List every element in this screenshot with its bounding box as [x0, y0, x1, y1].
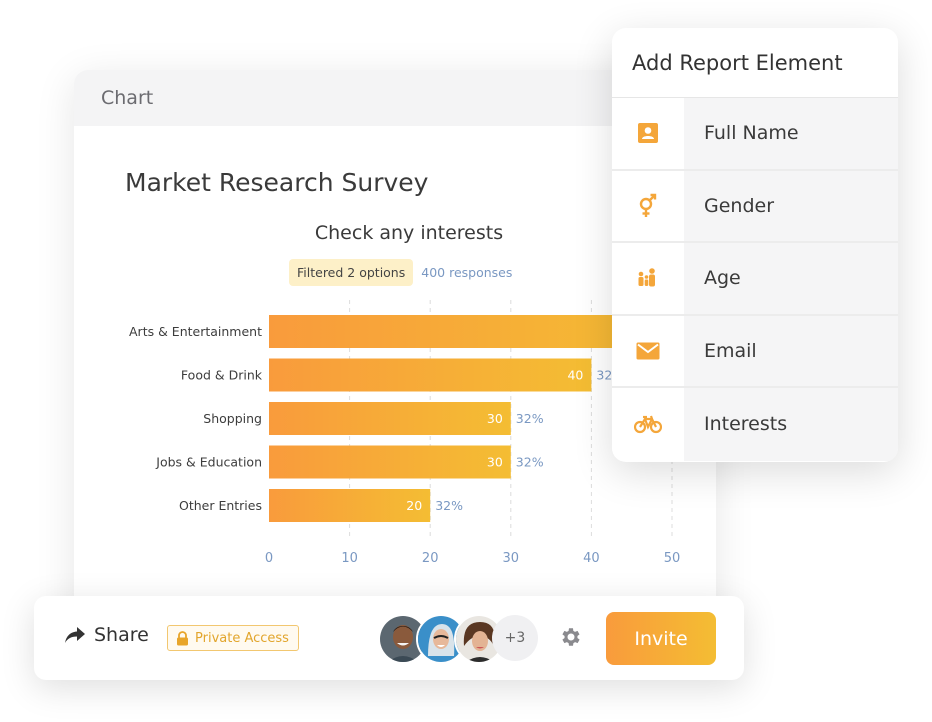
bar[interactable]	[269, 445, 511, 479]
bar-value-label: 20	[406, 498, 422, 513]
private-access-label: Private Access	[195, 630, 289, 646]
category-label: Other Entries	[179, 498, 262, 513]
bar-percent-label: 32%	[516, 455, 544, 470]
report-item-label: Full Name	[684, 98, 898, 169]
category-label: Jobs & Education	[155, 455, 262, 470]
settings-button[interactable]	[559, 625, 583, 653]
invite-button[interactable]: Invite	[606, 612, 716, 665]
bar[interactable]	[269, 358, 592, 392]
report-item-email[interactable]: Email	[612, 315, 898, 388]
family-icon	[612, 243, 684, 314]
contact-card-icon	[612, 98, 684, 169]
share-bar: Share Private Access	[34, 596, 744, 680]
category-label: Food & Drink	[181, 368, 263, 383]
report-panel-title: Add Report Element	[612, 28, 898, 98]
report-item-label: Interests	[684, 388, 898, 461]
bar[interactable]	[269, 315, 672, 348]
x-tick-label: 20	[422, 551, 439, 566]
bar-value-label: 30	[487, 455, 503, 470]
report-item-label: Gender	[684, 170, 898, 241]
gender-icon	[612, 170, 684, 241]
x-tick-label: 10	[341, 551, 358, 566]
avatar[interactable]	[416, 614, 466, 664]
bar-percent-label: 32%	[435, 498, 463, 513]
report-item-interests[interactable]: Interests	[612, 388, 898, 461]
report-item-gender[interactable]: Gender	[612, 170, 898, 243]
report-item-label: Email	[684, 315, 898, 386]
private-access-badge[interactable]: Private Access	[167, 625, 299, 651]
share-button[interactable]: Share	[64, 624, 149, 646]
add-report-element-panel: Add Report Element Full Name Gender	[612, 28, 898, 462]
bar[interactable]	[269, 402, 511, 435]
bicycle-icon	[612, 388, 684, 461]
x-tick-label: 40	[583, 551, 600, 566]
bar-value-label: 40	[567, 368, 583, 383]
share-arrow-icon	[65, 627, 85, 643]
bar[interactable]	[269, 489, 431, 522]
question-title: Check any interests	[314, 222, 504, 244]
filter-badge[interactable]: Filtered 2 options	[289, 259, 414, 286]
category-label: Shopping	[203, 411, 262, 426]
lock-icon	[177, 630, 188, 645]
x-tick-label: 50	[664, 551, 681, 566]
chart-card-header: Chart	[74, 70, 716, 126]
gear-icon	[562, 628, 580, 646]
chart-card: Chart Market Research Survey Check any i…	[74, 70, 716, 630]
responses-count: 400 responses	[421, 265, 513, 280]
report-item-age[interactable]: Age	[612, 243, 898, 316]
more-avatars-count[interactable]: +3	[492, 615, 538, 661]
x-tick-label: 0	[265, 551, 273, 566]
bar-value-label: 30	[487, 411, 503, 426]
filter-row: Filtered 2 options 400 responses	[289, 259, 512, 286]
category-label: Arts & Entertainment	[129, 324, 262, 339]
share-label: Share	[94, 624, 149, 646]
bar-percent-label: 32	[596, 368, 612, 383]
envelope-icon	[612, 315, 684, 386]
report-item-full-name[interactable]: Full Name	[612, 98, 898, 171]
report-item-label: Age	[684, 243, 898, 314]
bar-percent-label: 32%	[516, 411, 544, 426]
x-tick-label: 30	[503, 551, 520, 566]
survey-title: Market Research Survey	[125, 168, 429, 197]
